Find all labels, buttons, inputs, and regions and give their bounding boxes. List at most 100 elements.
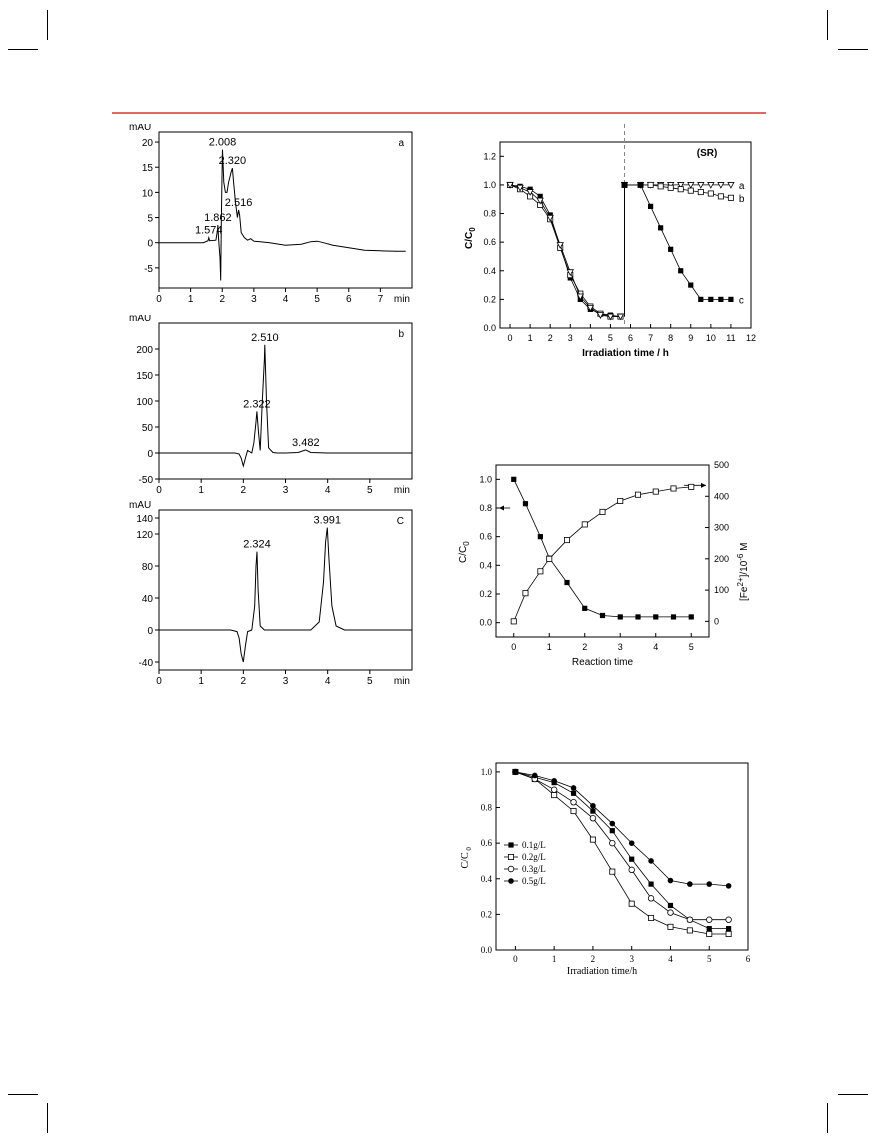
panel-label: a [398, 138, 404, 149]
series [512, 769, 732, 889]
hplc-chromatogram-c: 0 1 2 3 4 5 -40 0 40 80 120 140 mAU min C 2.324 3.991 [118, 500, 418, 688]
series-line [515, 771, 729, 921]
x-tick-label: 7 [378, 294, 384, 304]
peak-label: 2.516 [225, 197, 253, 209]
x-tick-label: 1 [547, 642, 552, 652]
y2-tick-label: 300 [714, 523, 729, 533]
series-label: b [739, 194, 745, 205]
x-tick-label: 5 [689, 642, 694, 652]
y-tick-label: 5 [147, 214, 153, 225]
data-point [526, 189, 534, 196]
crop-mark-top-right-h [838, 49, 868, 50]
data-point [708, 296, 714, 302]
data-point [648, 914, 655, 921]
y-axis-label: C/C0 [458, 541, 471, 563]
x-tick-label: 4 [325, 676, 331, 687]
peak-label: 2.008 [209, 137, 237, 149]
chromatogram-trace [159, 344, 412, 468]
data-point [628, 900, 635, 907]
x-tick-label: 6 [346, 294, 352, 304]
x-tick-label: 0 [511, 642, 516, 652]
data-point [727, 182, 735, 189]
y-tick-label: 0.8 [481, 803, 493, 813]
crop-mark-bottom-left-h [8, 1094, 38, 1095]
data-point [589, 815, 597, 822]
x-tick-label: 2 [241, 485, 247, 495]
series-label: a [739, 181, 745, 192]
x-tick-label: 1 [528, 333, 533, 343]
header-rule [112, 112, 766, 114]
series-label: c [739, 295, 744, 306]
y-tick-label: 20 [142, 138, 154, 149]
y-tick-label: 15 [142, 163, 154, 174]
data-point [511, 476, 517, 482]
data-point [590, 802, 596, 809]
data-point [657, 183, 664, 190]
data-point [653, 614, 659, 620]
plot-frame [499, 141, 752, 329]
y-tick-label: 140 [136, 514, 153, 525]
y-tick-label: -50 [139, 475, 154, 486]
x-tick-label: 2 [219, 294, 225, 304]
data-point [637, 182, 644, 188]
y-axis-label: C/C 0 [460, 847, 473, 869]
legend-label: 0.5g/L [522, 876, 546, 886]
sr-degradation-plot: 0 1 2 3 4 5 6 7 8 9 10 11 12 0.0 0.2 0.4 0.6 0.8 1.0 1.2 (SR… [455, 124, 765, 372]
data-point [522, 501, 529, 507]
data-point [621, 182, 628, 188]
data-point [606, 313, 615, 321]
plot-frame [495, 464, 710, 638]
data-point [616, 313, 625, 321]
data-point [728, 296, 734, 302]
data-point [706, 916, 713, 923]
legend-entry: 0.2g/L [504, 852, 546, 862]
data-point [536, 197, 544, 205]
data-point [628, 840, 635, 846]
x-tick-label: 2 [548, 333, 553, 343]
legend-marker [507, 865, 515, 873]
y-tick-label: -5 [144, 264, 153, 275]
data-point [667, 877, 674, 884]
data-point [652, 488, 659, 495]
x-tick-label: 0 [156, 676, 162, 687]
x-tick-label: 5 [608, 333, 613, 343]
hplc-chromatogram-b: 0 1 2 3 4 5 -50 0 50 100 150 200 mAU min b 2.322 2.510 3.… [118, 313, 418, 496]
data-point [688, 282, 694, 288]
dose-degradation-plot: 0 1 2 3 4 5 6 0.0 0.2 0.4 0.6 0.8 1.0 Irradiation tim… [452, 755, 758, 980]
data-point [670, 485, 677, 492]
data-point [537, 534, 543, 540]
y-tick-label: 0.8 [483, 209, 496, 219]
data-point [647, 895, 655, 902]
data-point [510, 618, 517, 625]
crop-mark-top-left-v [47, 10, 48, 40]
data-point [706, 930, 713, 937]
y-axis-label: mAU [129, 500, 151, 511]
left-axis-arrowhead [499, 505, 504, 511]
data-point [581, 521, 588, 528]
y-tick-label: 0 [147, 626, 153, 637]
x-tick-label: 0 [156, 294, 162, 304]
right-axis-arrowhead [701, 482, 706, 488]
series-line [513, 479, 692, 618]
series [511, 476, 694, 620]
peak-label: 1.574 [195, 225, 223, 237]
data-point [590, 808, 596, 814]
data-point [678, 268, 684, 274]
data-point [609, 820, 616, 827]
hplc-chromatogram-a: 0 1 2 3 4 5 6 7 -5 0 5 10 15 20 mAU min a 1.574 1.862 2.008… [118, 122, 418, 305]
data-point [670, 614, 677, 620]
crop-mark-top-right-v [827, 10, 828, 40]
x-axis-label: Irradiation time / h [582, 348, 669, 359]
y2-axis-label: [Fe2+]/10-6 M [736, 543, 750, 602]
x-axis-label: min [394, 294, 410, 304]
data-point [634, 491, 641, 498]
legend-entry: 0.1g/L [504, 840, 546, 850]
data-point [707, 190, 714, 197]
data-point [667, 923, 674, 930]
data-point [512, 769, 519, 775]
panel-label: b [398, 329, 404, 340]
y-tick-label: 80 [142, 562, 154, 573]
x-tick-label: 4 [668, 954, 673, 964]
series-line [515, 771, 729, 935]
sr-annotation: (SR) [697, 148, 718, 159]
